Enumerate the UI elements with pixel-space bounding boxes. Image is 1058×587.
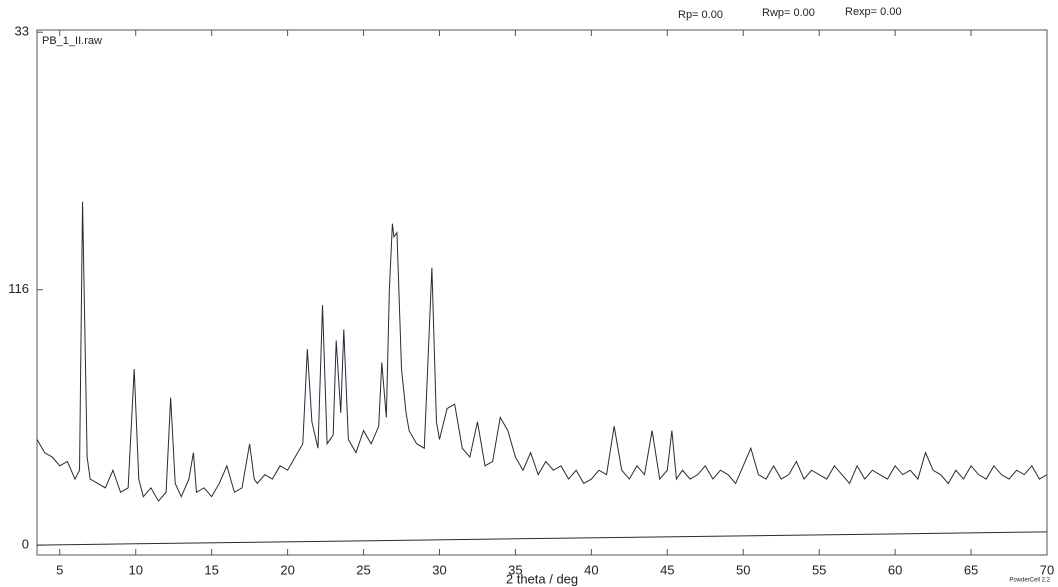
y-tick-label: 33 xyxy=(15,24,29,39)
software-annotation: PowderCell 2.2 xyxy=(1009,578,1050,584)
rwp-annotation: Rwp= 0.00 xyxy=(762,7,815,19)
pattern-line xyxy=(36,201,1048,502)
y-tick-label: 116 xyxy=(8,281,29,296)
x-tick-label: 20 xyxy=(280,562,294,577)
x-tick-label: 65 xyxy=(964,562,978,577)
x-tick-label: 5 xyxy=(56,562,63,577)
x-tick-label: 40 xyxy=(584,562,598,577)
rexp-annotation: Rexp= 0.00 xyxy=(845,6,902,18)
x-tick-label: 45 xyxy=(660,562,674,577)
chart-title: PB_1_II.raw xyxy=(42,35,102,47)
plot-frame xyxy=(36,29,1048,556)
x-tick-label: 60 xyxy=(888,562,902,577)
pattern-line xyxy=(36,531,1048,546)
x-tick-label: 70 xyxy=(1040,562,1054,577)
x-tick-label: 55 xyxy=(812,562,826,577)
x-tick-label: 50 xyxy=(736,562,750,577)
y-tick-label: 0 xyxy=(22,537,29,552)
x-tick-label: 15 xyxy=(204,562,218,577)
x-tick-label: 30 xyxy=(432,562,446,577)
x-tick-label: 10 xyxy=(128,562,142,577)
x-tick-label: 35 xyxy=(508,562,522,577)
x-tick-label: 25 xyxy=(356,562,370,577)
x-axis-title: 2 theta / deg xyxy=(506,571,578,586)
rp-annotation: Rp= 0.00 xyxy=(678,9,723,21)
